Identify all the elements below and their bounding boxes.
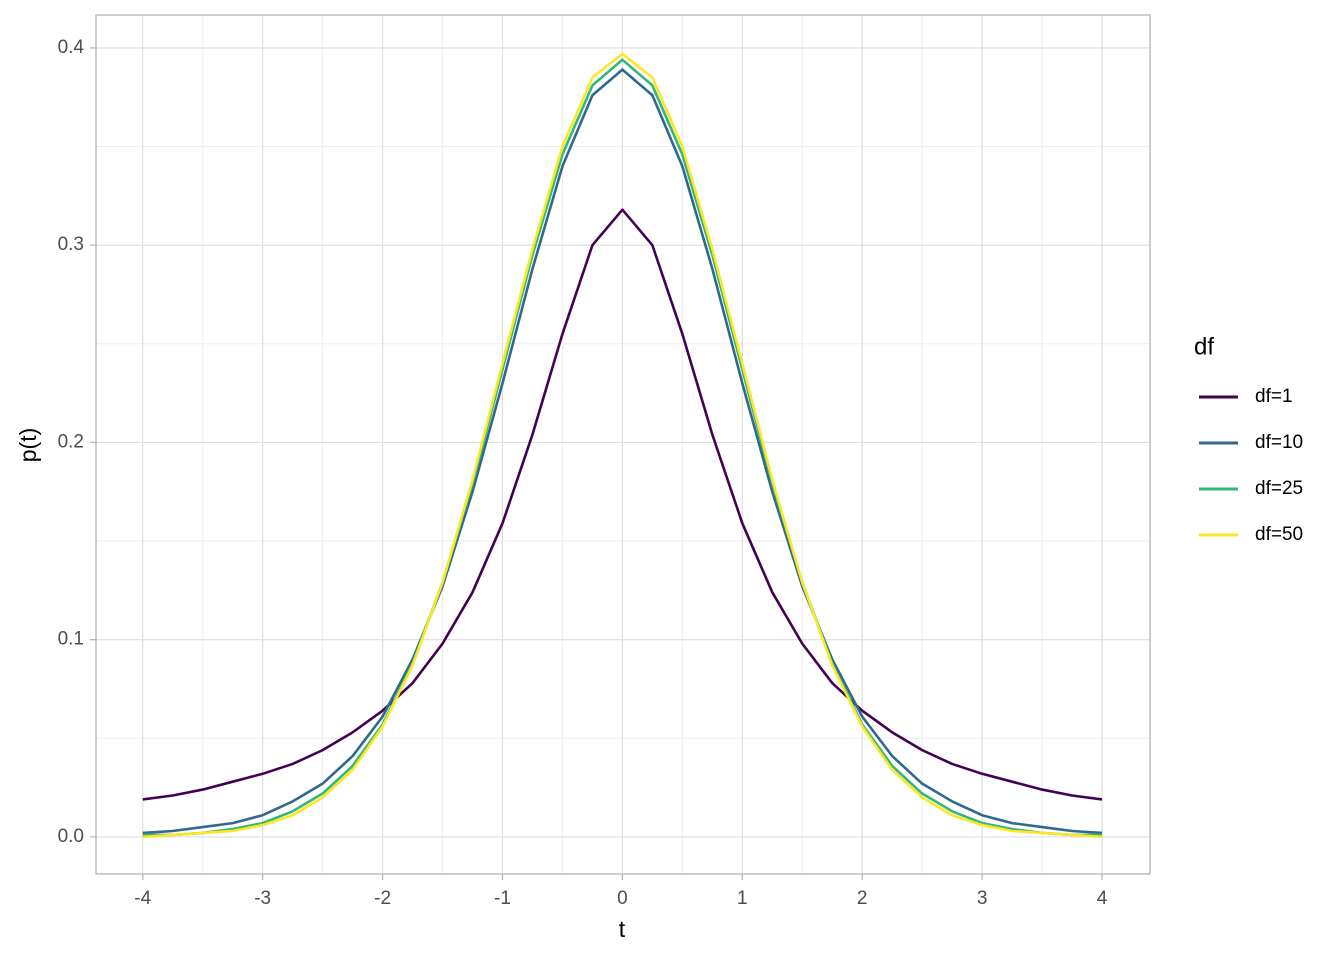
x-tick-label: 1	[737, 888, 748, 909]
x-tick-label: 0	[617, 888, 628, 909]
x-tick-label: 4	[1097, 888, 1108, 909]
x-tick-label: -3	[254, 888, 271, 909]
x-axis-title: t	[619, 916, 626, 942]
y-tick-label: 0.1	[58, 629, 84, 650]
line-series	[142, 208, 1103, 801]
y-tick-label: 0.4	[58, 37, 85, 58]
x-tick-label: -1	[494, 888, 511, 909]
legend-label: df=50	[1255, 524, 1303, 545]
y-tick-label: 0.2	[58, 431, 84, 452]
x-tick-label: 2	[857, 888, 868, 909]
x-tick-label: -4	[134, 888, 151, 909]
panel-border	[95, 14, 1151, 875]
legend-label: df=25	[1255, 478, 1303, 499]
line-series	[142, 58, 1103, 837]
x-tick-label: 3	[977, 888, 988, 909]
line-series	[142, 68, 1103, 835]
y-axis-title: p(t)	[15, 428, 41, 463]
legend-label: df=10	[1255, 432, 1303, 453]
x-tick-label: -2	[374, 888, 391, 909]
legend-title: df	[1194, 333, 1214, 360]
legend-label: df=1	[1255, 386, 1293, 407]
line-series	[142, 52, 1103, 839]
y-tick-label: 0.0	[58, 826, 84, 847]
y-tick-label: 0.3	[58, 234, 84, 255]
